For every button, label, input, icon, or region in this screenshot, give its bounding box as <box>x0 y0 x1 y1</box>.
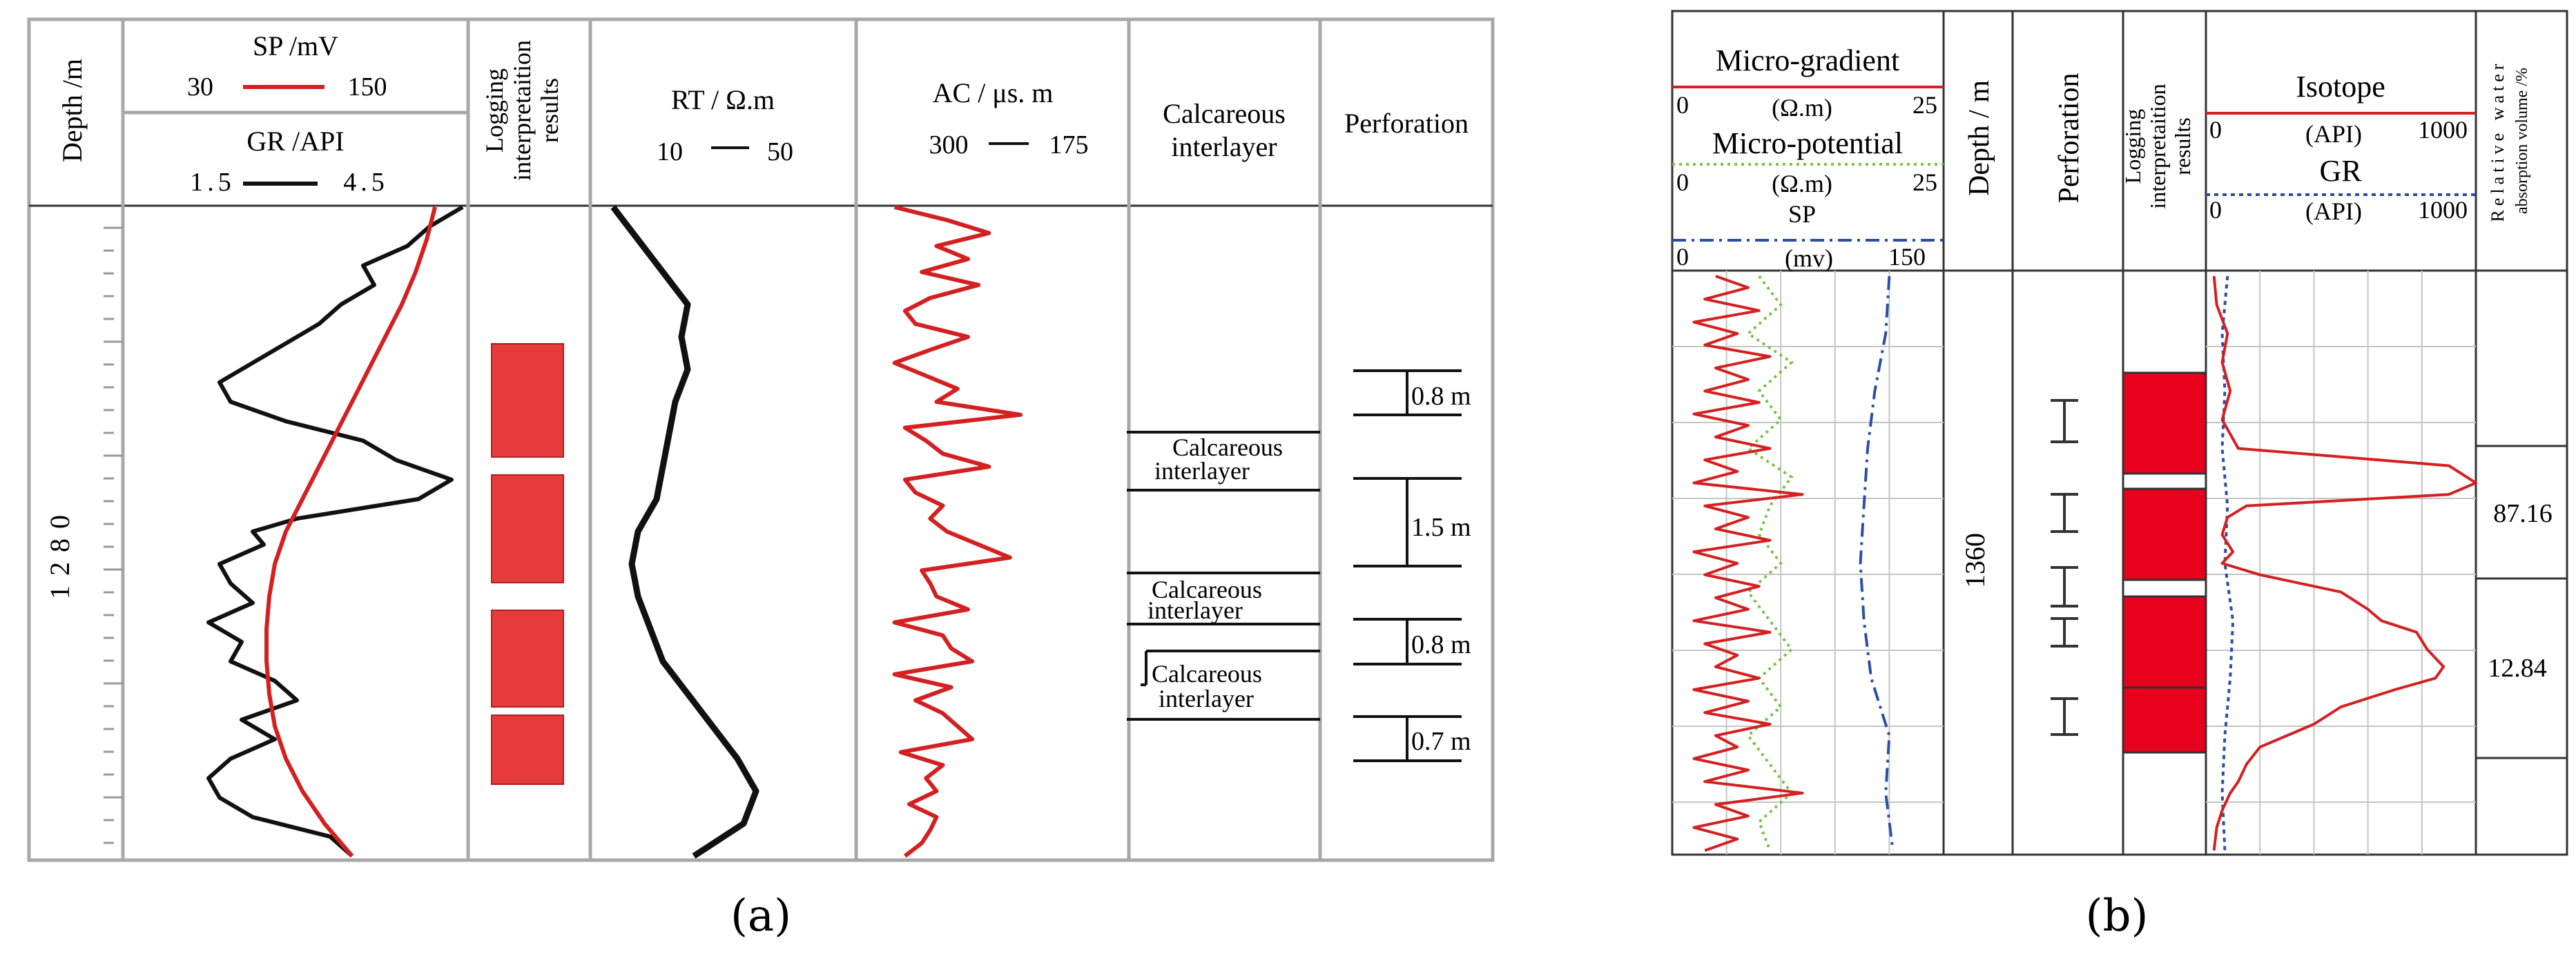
caption-a: (a) <box>730 891 791 942</box>
b-mg-unit: (Ω.m) <box>1772 94 1832 122</box>
a-interp-block-4 <box>491 715 564 785</box>
panel-b-frame <box>1671 10 2568 856</box>
b-mp-curve <box>1745 275 1794 851</box>
a-perf-label-1: 0.8 m <box>1411 382 1471 411</box>
a-ac-header: AC / μs. m <box>933 77 1054 108</box>
b-sp-min: 0 <box>1676 243 1689 271</box>
a-perf-label-2: 1.5 m <box>1411 513 1471 542</box>
a-rt-header: RT / Ω.m <box>671 84 775 115</box>
b-logging-line1: Logging <box>2120 109 2145 184</box>
a-gr-min: 1.5 <box>190 168 235 197</box>
a-perf-label-3: 0.8 m <box>1411 630 1471 659</box>
a-calc-label-1a: Calcareous <box>1172 434 1283 461</box>
b-interpretation-blocks <box>2122 371 2207 754</box>
b-gr-unit: (API) <box>2305 197 2362 225</box>
a-calcareous-lines <box>1127 431 1320 721</box>
a-calc-label-2a: Calcareous <box>1152 576 1262 603</box>
panel-a-frame <box>27 17 1495 862</box>
b-perf-marker-5 <box>2051 697 2078 736</box>
a-perforation-header: Perforation <box>1344 108 1469 139</box>
b-isotope-header: Isotope <box>2296 70 2385 104</box>
b-interp-block-1 <box>2122 371 2207 475</box>
b-perf-marker-4 <box>2051 617 2078 648</box>
a-calc-label-2b: interlayer <box>1147 596 1243 624</box>
b-sp-curve <box>1859 275 1895 851</box>
b-rel-line1: Relative water <box>2488 60 2508 222</box>
b-mp-header: Micro-potential <box>1712 126 1903 160</box>
b-mp-unit: (Ω.m) <box>1772 170 1832 197</box>
a-logging-line1: Logging <box>481 68 508 153</box>
b-perforation-markers <box>2051 399 2078 736</box>
panel-b: Micro-gradient 0 (Ω.m) 25 Micro-potentia… <box>1671 10 2568 942</box>
a-sp-max: 150 <box>348 72 387 101</box>
a-interpretation-blocks <box>491 343 564 785</box>
b-gr-header: GR <box>2319 154 2362 188</box>
b-grid <box>1672 271 2476 855</box>
a-interp-block-3 <box>491 610 564 708</box>
a-depth-value: 1280 <box>44 505 75 599</box>
b-depth-header: Depth / m <box>1964 80 1995 196</box>
a-calc-label-1b: interlayer <box>1154 457 1250 485</box>
a-perforation-intervals <box>1353 369 1462 762</box>
b-mg-curve <box>1692 275 1804 852</box>
a-interp-block-2 <box>491 474 564 583</box>
a-ac-max: 175 <box>1049 130 1089 159</box>
a-logging-line2: interpretaition <box>508 40 536 181</box>
b-sp-header: SP <box>1788 200 1816 228</box>
a-perf-label-4: 0.7 m <box>1411 727 1471 756</box>
b-interp-block-gap-1 <box>2122 472 2207 490</box>
b-iso-unit: (API) <box>2305 120 2362 148</box>
b-interp-block-3 <box>2122 595 2207 689</box>
b-mp-min: 0 <box>1676 168 1689 196</box>
a-ac-min: 300 <box>929 130 969 159</box>
b-mg-header: Micro-gradient <box>1716 43 1899 77</box>
b-interp-block-gap-2 <box>2122 579 2207 598</box>
b-iso-max: 1000 <box>2418 116 2468 144</box>
b-perforation-header: Perforation <box>2053 73 2085 204</box>
a-depth-header: Depth /m <box>57 59 88 162</box>
b-interp-block-4 <box>2122 686 2207 754</box>
b-mg-min: 0 <box>1676 91 1689 119</box>
b-depth-value: 1360 <box>1959 533 1991 588</box>
a-rt-min: 10 <box>657 137 683 166</box>
b-mg-max: 25 <box>1912 91 1937 119</box>
b-iso-curve <box>2212 275 2477 851</box>
a-calc-label-3a: Calcareous <box>1152 660 1262 688</box>
b-relative-lines <box>2476 445 2567 759</box>
b-perf-marker-2 <box>2051 493 2078 533</box>
a-logging-line3: results <box>536 78 563 143</box>
a-sp-min: 30 <box>187 72 213 101</box>
b-gr-min: 0 <box>2209 196 2222 224</box>
a-gr-max: 4.5 <box>343 168 389 197</box>
a-gr-curve <box>206 205 464 858</box>
b-mp-max: 25 <box>1912 168 1937 196</box>
panel-a: Depth /m SP /mV 30 150 GR /API 1.5 4.5 L… <box>27 17 1495 942</box>
b-rel-value-2: 12.84 <box>2488 654 2547 683</box>
b-logging-line3: results <box>2170 117 2195 175</box>
a-sp-header: SP /mV <box>253 30 338 61</box>
b-gr-max: 1000 <box>2418 196 2468 224</box>
b-perf-marker-3 <box>2051 566 2078 608</box>
b-sp-max: 150 <box>1888 243 1926 271</box>
a-interp-block-1 <box>491 343 564 458</box>
b-perf-marker-1 <box>2051 399 2078 443</box>
a-calc-header-1: Calcareous <box>1163 98 1286 129</box>
b-iso-min: 0 <box>2209 116 2222 144</box>
a-gr-header: GR /API <box>246 126 344 157</box>
b-rel-value-1: 87.16 <box>2493 499 2553 528</box>
caption-b: (b) <box>2086 891 2149 942</box>
a-calc-header-2: interlayer <box>1171 131 1277 162</box>
a-depth-ticks <box>104 226 123 844</box>
a-rt-curve <box>610 205 759 859</box>
a-rt-max: 50 <box>767 137 793 166</box>
a-sp-curve <box>264 206 437 857</box>
panel-a-column-dividers <box>121 19 1322 860</box>
a-calc-label-3b: interlayer <box>1159 685 1254 712</box>
b-interp-block-2 <box>2122 487 2207 581</box>
b-logging-line2: interpretaition <box>2145 84 2170 208</box>
b-sp-unit: (mv) <box>1785 244 1833 272</box>
a-ac-curve <box>892 205 1023 858</box>
b-rel-line2: absorption volume /% <box>2513 68 2531 214</box>
